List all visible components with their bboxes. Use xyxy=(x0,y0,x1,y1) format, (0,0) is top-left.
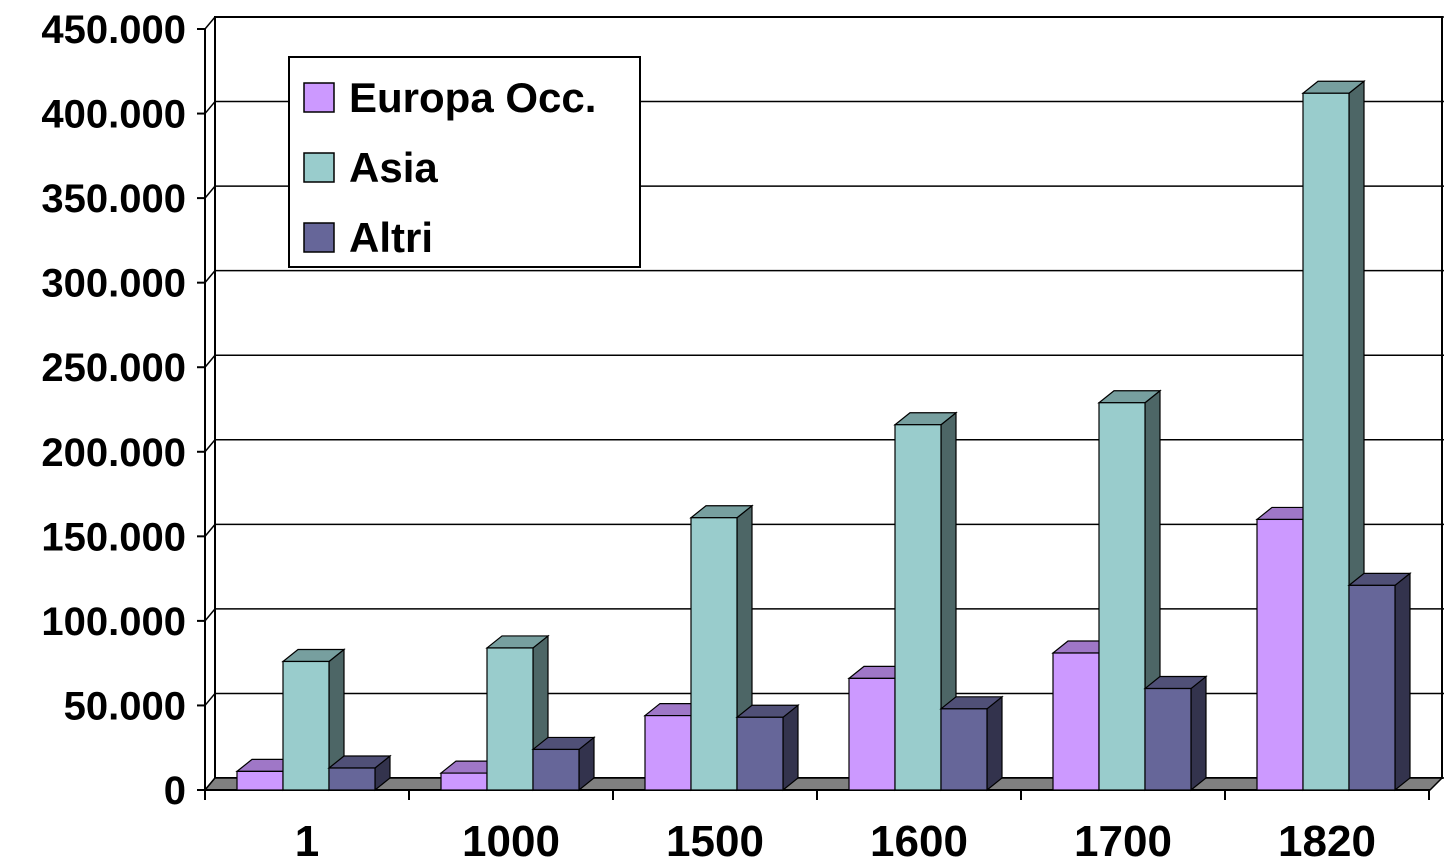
y-tick-label: 150.000 xyxy=(41,515,186,559)
bar-front-face xyxy=(690,517,738,791)
gridline-side xyxy=(204,270,216,284)
bar-side-face xyxy=(782,704,799,792)
gridline-side xyxy=(204,185,216,199)
bar-front-face xyxy=(644,714,692,791)
bar-altri-1500 xyxy=(735,704,800,792)
gridline-side xyxy=(204,101,216,115)
bar-front-face xyxy=(736,716,784,791)
bar-front-face xyxy=(848,677,896,791)
legend-box xyxy=(288,56,641,268)
bar-asia-1 xyxy=(281,648,346,792)
bar-altri-1000 xyxy=(531,736,596,792)
y-tick-label: 0 xyxy=(164,769,186,813)
gridline-side xyxy=(204,439,216,453)
y-tick-label: 50.000 xyxy=(64,684,186,728)
bar-front-face xyxy=(486,647,534,791)
gridline-side xyxy=(204,354,216,368)
y-tick-label: 300.000 xyxy=(41,262,186,306)
y-tick-label: 100.000 xyxy=(41,600,186,644)
y-tick-label: 200.000 xyxy=(41,431,186,475)
gridline-side xyxy=(204,692,216,706)
legend-item: Altri xyxy=(303,214,433,261)
y-tick-label: 400.000 xyxy=(41,93,186,137)
bar-altri-1820 xyxy=(1347,572,1412,792)
bar-front-face xyxy=(1144,687,1192,791)
bar-side-face xyxy=(986,695,1003,792)
bar-front-face xyxy=(894,424,942,791)
bar-front-face xyxy=(328,767,376,791)
legend-label: Asia xyxy=(349,144,438,191)
axes xyxy=(197,28,1430,800)
bar-front-face xyxy=(282,660,330,791)
bar-side-face xyxy=(1190,675,1207,792)
bar-front-face xyxy=(1348,584,1396,791)
legend-item: Asia xyxy=(303,144,438,191)
x-tick-label: 1700 xyxy=(1074,817,1172,863)
bar-front-face xyxy=(1302,92,1350,791)
bar-front-face xyxy=(1256,518,1304,791)
x-tick-label: 1 xyxy=(295,817,319,863)
x-tick-label: 1820 xyxy=(1278,817,1376,863)
legend-item: Europa Occ. xyxy=(303,74,596,121)
bar-front-face xyxy=(940,708,988,791)
bar-front-face xyxy=(532,748,580,791)
x-tick-label: 1600 xyxy=(870,817,968,863)
bar-front-face xyxy=(1098,402,1146,791)
bar-front-face xyxy=(1052,652,1100,791)
legend: Europa Occ. Asia Altri xyxy=(288,56,641,268)
bars xyxy=(235,80,1412,792)
bar-asia-1000 xyxy=(485,634,550,792)
bar-altri-1 xyxy=(327,754,392,792)
legend-swatch xyxy=(303,152,335,183)
bar-altri-1700 xyxy=(1143,675,1208,792)
y-tick-label: 250.000 xyxy=(41,346,186,390)
gridline-side xyxy=(204,16,216,30)
legend-swatch xyxy=(303,82,335,113)
x-tick-label: 1000 xyxy=(462,817,560,863)
bar-side-face xyxy=(1394,572,1411,792)
legend-swatch xyxy=(303,222,335,253)
tick-labels: 0 50.000 100.000 150.000 200.000 250.000 300.0… xyxy=(41,8,1376,866)
legend-label: Europa Occ. xyxy=(349,74,596,121)
y-tick-label: 350.000 xyxy=(41,177,186,221)
bar-front-face xyxy=(440,772,488,791)
gridline-side xyxy=(204,523,216,537)
x-tick-label: 1500 xyxy=(666,817,764,863)
y-tick-label: 450.000 xyxy=(41,8,186,52)
bar-front-face xyxy=(236,770,284,791)
bar-altri-1600 xyxy=(939,695,1004,792)
legend-label: Altri xyxy=(349,214,433,261)
gridline-side xyxy=(204,608,216,622)
